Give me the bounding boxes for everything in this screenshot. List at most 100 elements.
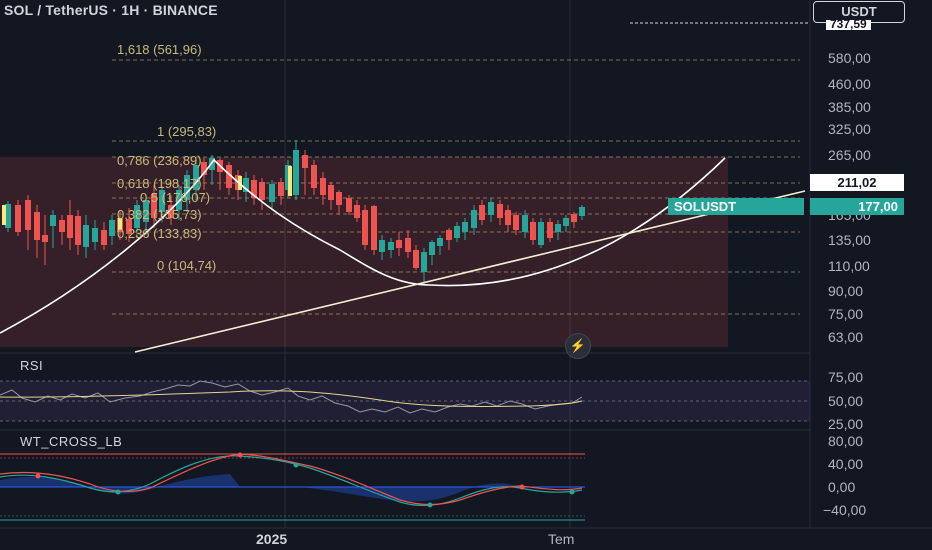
- candle-body: [269, 184, 275, 202]
- candle-body: [538, 222, 544, 245]
- candle-body: [547, 222, 553, 238]
- rsi-axis-label: 75,00: [828, 369, 864, 385]
- highlight-bar: [288, 166, 292, 196]
- wt-cross-dot: [237, 452, 243, 458]
- candle-body: [193, 165, 199, 190]
- candle-body: [421, 252, 427, 272]
- supply-zone-rectangle[interactable]: [0, 157, 728, 347]
- candle-body: [563, 218, 569, 226]
- candle-body: [479, 205, 485, 220]
- candle-body: [293, 150, 299, 195]
- candle-body: [5, 204, 11, 228]
- candle-body: [379, 240, 385, 252]
- candle-body: [59, 220, 65, 232]
- fib-label-0618: 0,618 (198,17): [117, 176, 202, 191]
- wt1-line[interactable]: [0, 455, 583, 507]
- candle-body: [159, 190, 165, 212]
- fib-label-0236: 0,236 (133,83): [117, 226, 202, 241]
- highlight-bar: [118, 218, 122, 230]
- fib-label-1618: 1,618 (561,96): [117, 42, 202, 57]
- wt-histogram-1: [0, 474, 240, 494]
- candle-body: [555, 224, 561, 232]
- candle-body: [311, 165, 317, 188]
- wt-histogram-2: [300, 483, 520, 502]
- candle-body: [25, 200, 31, 230]
- price-axis-label: 265,00: [828, 147, 871, 163]
- candle-body: [388, 242, 394, 250]
- wt-cross-dot: [115, 489, 121, 495]
- candle-body: [513, 215, 519, 230]
- candle-body: [34, 212, 40, 240]
- candle-body: [168, 205, 174, 218]
- candle-body: [259, 182, 265, 200]
- candle-body: [488, 202, 494, 215]
- rsi-axis-label: 25,00: [828, 416, 864, 432]
- price-axis-label: 63,00: [828, 329, 864, 345]
- time-axis-label: Tem: [548, 531, 575, 547]
- candle-body: [471, 210, 477, 228]
- wt-cross-dot: [519, 484, 525, 490]
- candle-body: [42, 235, 48, 242]
- candle-body: [201, 162, 207, 175]
- lightning-icon[interactable]: ⚡: [565, 333, 591, 359]
- price-axis-label: 460,00: [828, 76, 871, 92]
- price-axis-label: 135,00: [828, 232, 871, 248]
- candle-body: [354, 205, 360, 218]
- price-axis-label: 90,00: [828, 283, 864, 299]
- candle-body: [437, 238, 443, 246]
- candle-body: [50, 215, 56, 226]
- candle-body: [371, 206, 377, 250]
- fib-retracement[interactable]: [112, 59, 800, 315]
- crosshair-price-tag: 211,02: [810, 174, 904, 191]
- rsi-pane-title[interactable]: RSI: [20, 358, 44, 373]
- candle-body: [278, 182, 284, 196]
- fib-label-0: 0 (104,74): [157, 258, 217, 273]
- wt-axis-label: −40,00: [823, 502, 867, 518]
- candle-body: [75, 216, 81, 245]
- candle-body: [571, 214, 577, 222]
- price-axis-label: 110,00: [828, 258, 870, 274]
- currency-button[interactable]: USDT: [813, 1, 905, 23]
- rsi-ma-line[interactable]: [0, 390, 583, 407]
- candle-body: [83, 225, 89, 247]
- fib-label-1: 1 (295,83): [157, 124, 217, 139]
- top-price-tag: 737,59: [826, 20, 871, 30]
- candle-body: [454, 226, 460, 238]
- candle-body: [396, 240, 402, 248]
- price-axis-label: 580,00: [828, 50, 871, 66]
- candle-body: [320, 178, 326, 195]
- candle-body: [579, 207, 585, 216]
- candle-body: [505, 210, 511, 225]
- symbol-name-tag: SOLUSDT: [668, 198, 804, 215]
- candle-body: [522, 215, 528, 232]
- candle-body: [497, 204, 503, 218]
- wt-cross-dot: [293, 462, 299, 468]
- candle-body: [67, 215, 73, 238]
- candle-body: [362, 210, 368, 245]
- symbol-price-tag: 177,00: [810, 198, 904, 215]
- candlestick-series[interactable]: [2, 140, 585, 285]
- candle-body: [151, 194, 157, 218]
- candle-body: [15, 205, 21, 232]
- cup-curve-drawing[interactable]: [0, 157, 726, 334]
- candle-body: [176, 190, 182, 210]
- candle-body: [134, 205, 140, 228]
- trendline-drawing[interactable]: [134, 190, 806, 353]
- wt-axis-label: 40,00: [828, 456, 864, 472]
- wt-cross-dot: [569, 489, 575, 495]
- symbol-title[interactable]: SOL / TetherUS · 1H · BINANCE: [4, 2, 218, 18]
- wt-pane-title[interactable]: WT_CROSS_LB: [20, 434, 123, 449]
- candle-body: [101, 230, 107, 245]
- price-axis-label: 75,00: [828, 306, 864, 322]
- wt-axis-label: 80,00: [828, 433, 864, 449]
- fib-label-0786: 0,786 (236,89): [117, 153, 202, 168]
- wt2-line[interactable]: [0, 453, 583, 506]
- candle-body: [226, 165, 232, 188]
- rsi-line[interactable]: [0, 380, 583, 414]
- candle-body: [92, 228, 98, 242]
- candle-body: [530, 222, 536, 240]
- fib-label-05: 0,5 (176,07): [140, 190, 211, 205]
- fib-label-0382: 0,382 (155,73): [117, 207, 202, 222]
- candle-body: [413, 250, 419, 268]
